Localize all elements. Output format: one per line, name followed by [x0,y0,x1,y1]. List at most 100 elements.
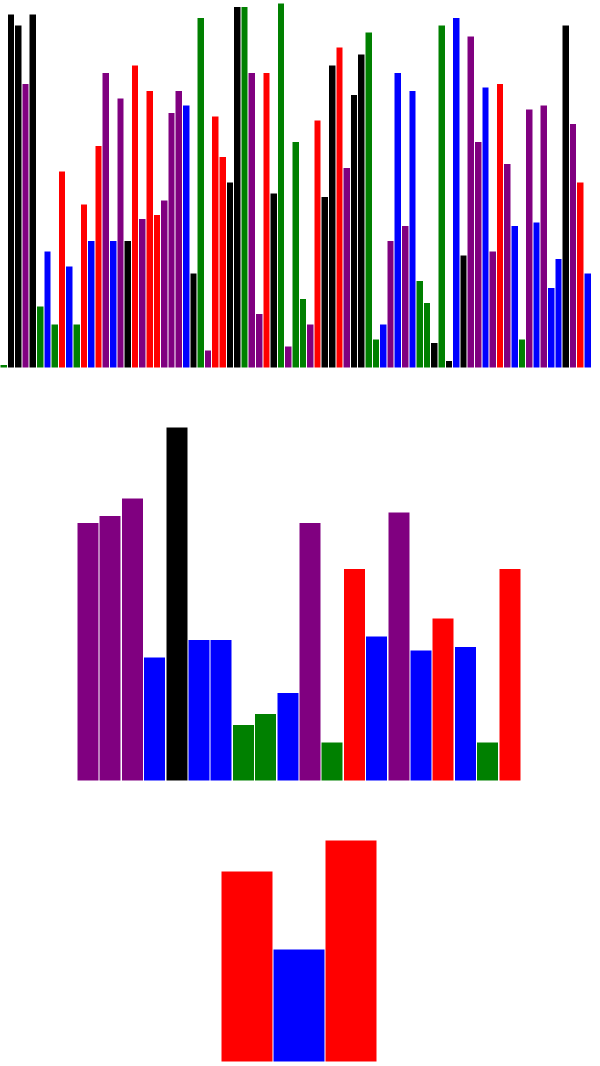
bar-18 [123,239,132,369]
bar-7 [209,638,233,782]
bar-2 [98,515,122,782]
bar-75 [539,104,549,369]
bar-22 [152,214,162,369]
bar-27 [189,272,198,369]
bar-1 [76,522,100,782]
bar-35 [247,71,256,369]
bar-8 [231,723,255,782]
bar-62 [444,360,454,369]
bar-23 [160,199,169,369]
bar-3 [324,839,378,1063]
bar-26 [182,104,191,369]
bar-54 [386,239,395,369]
bar-chart-middle [76,426,522,782]
bar-29 [203,349,213,369]
bar-43 [306,323,315,369]
bar-78 [561,24,570,369]
bar-57 [408,90,417,369]
bar-3 [120,497,144,782]
bar-74 [532,221,541,369]
bar-18 [453,645,477,782]
bar-24 [167,112,176,369]
bar-19 [476,741,500,782]
bar-9 [254,713,278,782]
bar-12 [320,741,344,782]
bar-9 [57,170,67,369]
bar-66 [474,141,483,369]
bar-51 [364,31,373,369]
bar-19 [130,64,140,369]
bar-30 [211,115,220,369]
bar-14 [94,144,103,369]
bar-34 [240,6,249,369]
bar-2 [6,13,16,369]
bar-15 [101,71,110,369]
bar-79 [568,122,578,369]
bar-11 [72,323,81,369]
bar-56 [401,225,410,369]
bar-68 [488,250,497,369]
bar-61 [437,24,446,369]
bar-20 [138,217,147,369]
bar-10 [276,692,300,782]
bar-63 [452,17,461,369]
bar-12 [79,203,89,369]
bar-60 [430,341,439,369]
bar-42 [298,298,308,369]
bar-38 [269,192,278,369]
bar-28 [196,17,205,369]
bar-41 [291,141,300,369]
bar-14 [365,635,389,782]
bar-39 [276,2,286,369]
bar-36 [255,312,264,369]
bar-31 [218,155,227,369]
bar-17 [431,617,455,782]
bar-chart-bottom [220,839,378,1063]
bar-chart-top [0,2,592,369]
bar-10 [65,265,74,369]
bar-37 [262,71,271,369]
bar-50 [357,53,366,369]
bar-8 [50,323,59,369]
bar-76 [547,287,556,369]
bar-4 [143,656,167,782]
bar-69 [495,82,505,369]
bar-58 [415,279,424,369]
bar-59 [422,301,432,369]
bar-52 [371,338,381,369]
bar-73 [525,108,534,369]
bar-53 [379,323,388,369]
bar-5 [165,426,189,782]
bar-71 [510,225,519,369]
bar-32 [225,181,235,369]
bar-7 [43,250,52,369]
bar-6 [36,305,45,369]
bar-40 [284,345,293,369]
bar-1 [220,870,274,1063]
bar-33 [233,6,242,369]
bar-47 [335,46,344,369]
bar-81 [583,272,592,369]
bar-4 [21,82,30,369]
bar-20 [498,568,522,782]
bar-13 [87,239,96,369]
bar-16 [409,649,433,782]
bar-2 [272,948,326,1063]
bar-64 [459,254,468,369]
bar-1 [0,363,8,369]
bar-5 [28,13,38,369]
bar-13 [342,568,366,782]
bar-48 [342,166,351,369]
bar-17 [116,97,125,369]
bar-3 [14,24,23,369]
bar-16 [109,239,118,369]
bar-65 [466,35,476,369]
bar-11 [298,522,322,782]
bar-70 [503,163,512,369]
bar-67 [481,86,490,369]
bar-72 [517,338,527,369]
bar-15 [387,511,411,782]
bar-55 [393,71,403,369]
bar-77 [554,258,563,369]
bar-45 [320,195,330,369]
